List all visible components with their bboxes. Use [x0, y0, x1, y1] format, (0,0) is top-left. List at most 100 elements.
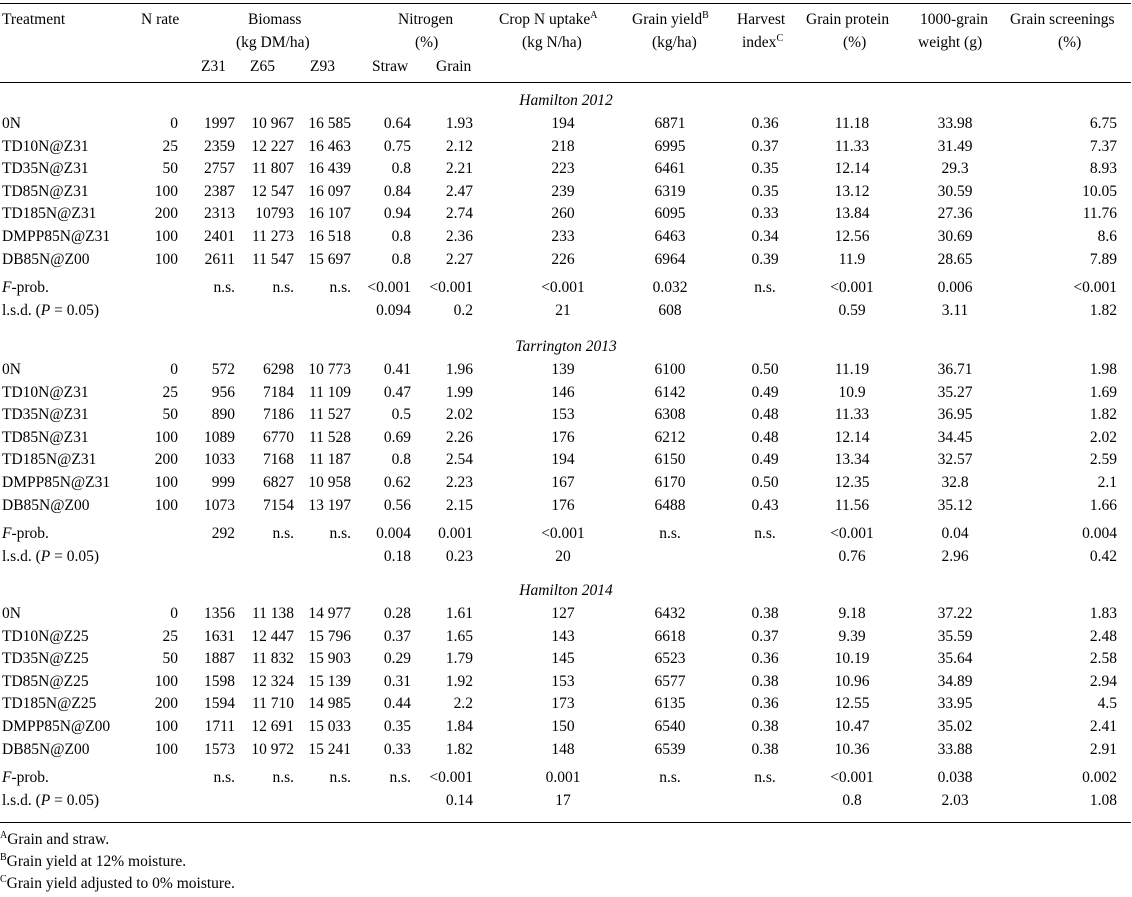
treatment-cell: DB85N@Z00 [2, 496, 90, 514]
lsd-cell: 0.23 [445, 547, 473, 565]
table-cell: 1.82 [1089, 406, 1117, 424]
table-cell: 25 [162, 137, 179, 155]
table-cell: 33.95 [937, 695, 973, 713]
lsd-cell: 0.14 [445, 791, 473, 809]
table-cell: 2.74 [445, 205, 473, 223]
table-cell: 36.71 [937, 361, 973, 378]
table-cell: 956 [211, 383, 235, 401]
table-cell: 11 273 [251, 228, 294, 245]
table-cell: 2359 [204, 137, 235, 155]
header-grain-yield-unit: (kg/ha) [652, 34, 697, 51]
table-cell: 153 [551, 406, 575, 424]
table-cell: 7168 [263, 451, 294, 469]
table-cell: 1.66 [1089, 496, 1117, 514]
table-cell: 0.44 [383, 695, 411, 713]
table-cell: 0.36 [751, 115, 779, 132]
footnote-c: CGrain yield adjusted to 0% moisture. [0, 874, 235, 895]
table-cell: 16 463 [308, 137, 351, 155]
lsd-label: l.s.d. (P = 0.05) [2, 791, 99, 809]
table-cell: 13 197 [308, 496, 351, 514]
header-harvest-index-label: index [742, 34, 777, 51]
table-cell: 6319 [654, 182, 686, 200]
table-cell: 15 241 [308, 740, 351, 758]
table-cell: 0.8 [391, 228, 411, 245]
table-cell: 0.35 [383, 718, 411, 735]
header-treatment: Treatment [2, 11, 66, 28]
table-bottom-rule [0, 822, 1131, 823]
table-cell: 100 [154, 718, 178, 735]
table-cell: 100 [154, 428, 178, 446]
table-cell: 12.55 [834, 695, 870, 713]
table-cell: 145 [551, 650, 575, 668]
lsd-cell: 20 [555, 547, 571, 565]
table-cell: 2.23 [445, 474, 473, 491]
table-cell: 200 [154, 695, 178, 713]
treatment-cell: 0N [2, 361, 21, 378]
table-cell: 30.69 [937, 228, 973, 245]
table-cell: 6100 [654, 361, 686, 378]
fprob-cell: n.s. [754, 525, 776, 543]
treatment-cell: TD35N@Z31 [2, 160, 89, 178]
table-cell: 16 097 [308, 182, 351, 200]
fprob-cell: 0.006 [937, 279, 973, 297]
table-cell: 127 [551, 605, 575, 622]
table-cell: 176 [551, 428, 575, 446]
lsd-cell: 17 [555, 791, 571, 809]
header-z65: Z65 [250, 58, 275, 75]
table-cell: 6523 [654, 650, 686, 668]
table-cell: 37.22 [937, 605, 973, 622]
table-cell: 6298 [263, 361, 294, 378]
table-cell: 1.82 [445, 740, 473, 758]
footnote-a-text: Grain and straw. [7, 831, 110, 848]
table-cell: 2.02 [1089, 428, 1117, 446]
table-cell: 6964 [654, 250, 686, 268]
treatment-cell: TD10N@Z25 [2, 627, 89, 645]
table-cell: 10 958 [308, 474, 351, 491]
table-cell: 0.56 [383, 496, 411, 514]
lsd-cell: 2.96 [941, 547, 969, 565]
table-cell: 0.33 [751, 205, 779, 223]
table-cell: 10.9 [838, 383, 866, 401]
fprob-cell: n.s. [272, 769, 294, 787]
table-cell: 28.65 [937, 250, 973, 268]
table-cell: 200 [154, 451, 178, 469]
fprob-cell: 0.032 [652, 279, 688, 297]
table-cell: 260 [551, 205, 575, 223]
table-cell: 100 [154, 250, 178, 268]
lsd-cell: 1.82 [1089, 301, 1117, 319]
table-cell: 2313 [204, 205, 235, 223]
table-cell: 223 [551, 160, 575, 178]
lsd-cell: 0.8 [842, 791, 862, 809]
fprob-cell: n.s. [213, 279, 235, 297]
header-straw: Straw [372, 58, 409, 75]
table-cell: 35.59 [937, 627, 973, 645]
lsd-cell: 0.42 [1089, 547, 1117, 565]
table-cell: 11.33 [834, 137, 870, 155]
table-cell: 31.49 [937, 137, 973, 155]
table-cell: 2.1 [1097, 474, 1117, 491]
lsd-cell: 21 [555, 301, 571, 319]
table-cell: 29.3 [941, 160, 969, 178]
table-cell: 0.39 [751, 250, 779, 268]
header-grain: Grain [436, 58, 472, 75]
table-cell: 1033 [204, 451, 235, 469]
table-cell: 16 439 [308, 160, 351, 178]
table-cell: 6827 [263, 474, 294, 491]
header-n-rate: N rate [141, 11, 180, 28]
table-cell: 0.38 [751, 740, 779, 758]
table-cell: 10 972 [251, 740, 294, 758]
header-grain-protein-unit: (%) [843, 34, 867, 51]
table-cell: 12.56 [834, 228, 870, 245]
table-cell: 0.38 [751, 672, 779, 690]
header-biomass: Biomass [248, 11, 302, 28]
table-cell: 100 [154, 228, 178, 245]
fprob-cell: <0.001 [541, 279, 585, 297]
table-cell: 6461 [654, 160, 686, 178]
table-cell: 11 547 [251, 250, 294, 268]
fprob-cell: n.s. [389, 769, 411, 787]
table-cell: 1.96 [445, 361, 473, 378]
table-cell: 0.62 [383, 474, 411, 491]
treatment-cell: TD10N@Z31 [2, 383, 89, 401]
table-cell: 11 109 [308, 383, 351, 401]
table-cell: 1.84 [445, 718, 473, 735]
